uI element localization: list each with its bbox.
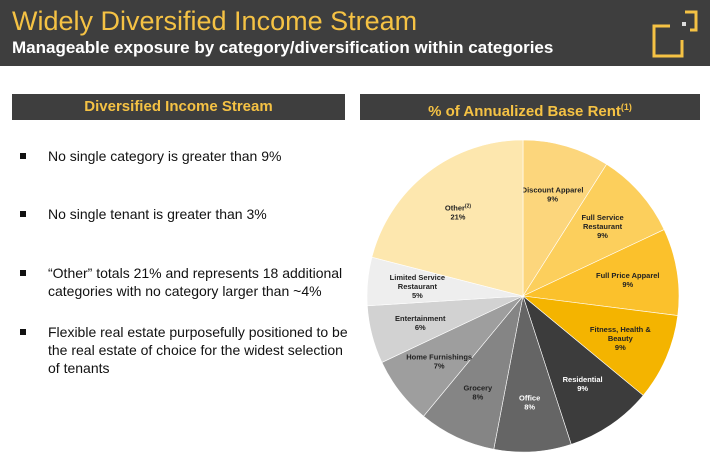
pie-slice [381,295,524,417]
slice-label: Discount Apparel 9% [522,186,584,204]
pie-slice [493,295,572,453]
left-panel-heading: Diversified Income Stream [12,94,345,120]
bullet-list: No single category is greater than 9% No… [18,135,348,377]
slice-label: Home Furnishings 7% [406,353,472,371]
slice-label: Other(2) 21% [445,204,471,222]
pie-slice [522,163,665,297]
pie-slice [522,139,608,298]
pie-slice [371,139,524,297]
pie-slice [366,256,524,307]
slice-label: Grocery 8% [463,383,493,401]
page-title: Widely Diversified Income Stream [12,6,418,36]
chart-title-footnote: (1) [620,102,632,112]
slice-label: Entertainment 6% [395,314,446,332]
header-bar: Widely Diversified Income Stream Managea… [0,0,710,66]
bullet-item: No single category is greater than 9% [18,147,348,165]
pie-slice [366,295,524,363]
slice-label: Full Service Restaurant 9% [582,213,624,240]
slice-label: Limited Service Restaurant 5% [390,273,445,300]
pie-slice [522,295,679,396]
bullet-item: “Other” totals 21% and represents 18 add… [18,264,348,300]
chart-title: % of Annualized Base Rent(1) [360,94,700,120]
bullet-item: No single tenant is greater than 3% [18,205,348,223]
chart-title-text: % of Annualized Base Rent [428,103,621,120]
slice-label: Fitness, Health & Beauty 9% [590,325,651,352]
slice-label: Residential 9% [563,375,603,393]
slice-label: Office 8% [519,393,540,411]
bullet-item: Flexible real estate purposefully positi… [18,323,348,377]
logo-icon [652,10,698,58]
pie-slice [521,229,680,316]
page-subtitle: Manageable exposure by category/diversif… [12,38,554,57]
pie-slice [423,295,524,450]
slice-label: Full Price Apparel 9% [596,271,660,289]
pie-slice [522,295,644,445]
